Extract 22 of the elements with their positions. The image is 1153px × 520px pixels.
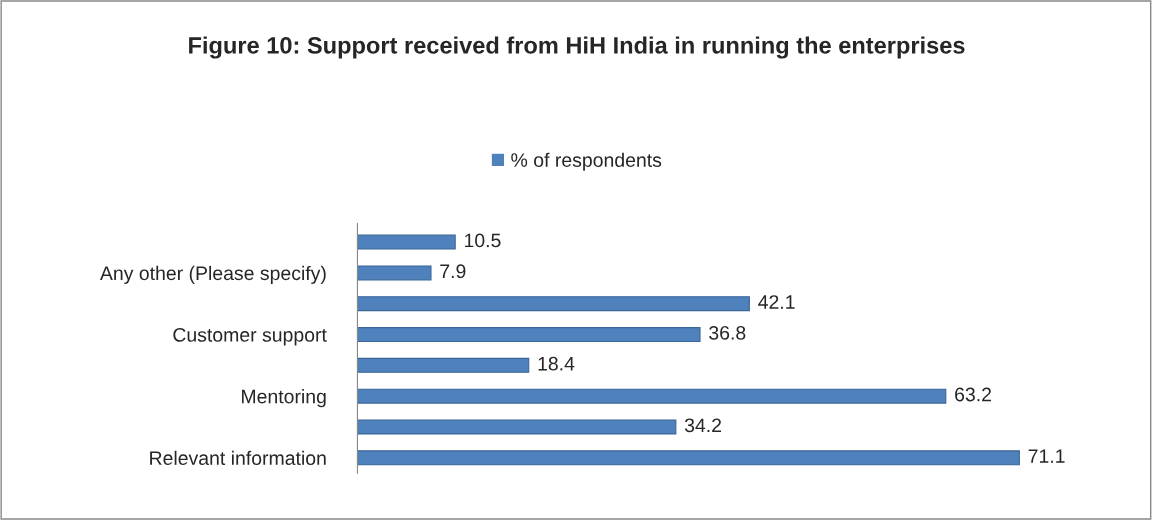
data-label: 10.5	[465, 233, 501, 248]
bar	[357, 327, 701, 343]
y-tick-label: Any other (Please specify)	[99, 265, 326, 284]
data-label: 18.4	[538, 356, 575, 371]
bar	[357, 265, 432, 281]
data-label: 71.1	[1028, 449, 1065, 463]
chart-title: Figure 10: Support received from HiH India in running the enterprises	[189, 36, 965, 59]
legend-label: % of respondents	[511, 152, 662, 171]
data-label: 42.1	[758, 295, 795, 309]
data-label: 36.8	[709, 325, 746, 340]
y-tick-label: Mentoring	[242, 389, 326, 408]
bar	[357, 296, 750, 312]
data-label: 63.2	[955, 387, 991, 402]
bar	[357, 450, 1020, 466]
data-label: 34.2	[684, 418, 722, 433]
y-tick-label: Customer support	[173, 328, 327, 346]
bar	[357, 357, 530, 373]
bar	[357, 419, 677, 435]
bar	[357, 234, 456, 250]
bar	[357, 388, 947, 404]
data-label: 7.9	[440, 264, 466, 279]
y-tick-label: Relevant information	[150, 450, 326, 466]
